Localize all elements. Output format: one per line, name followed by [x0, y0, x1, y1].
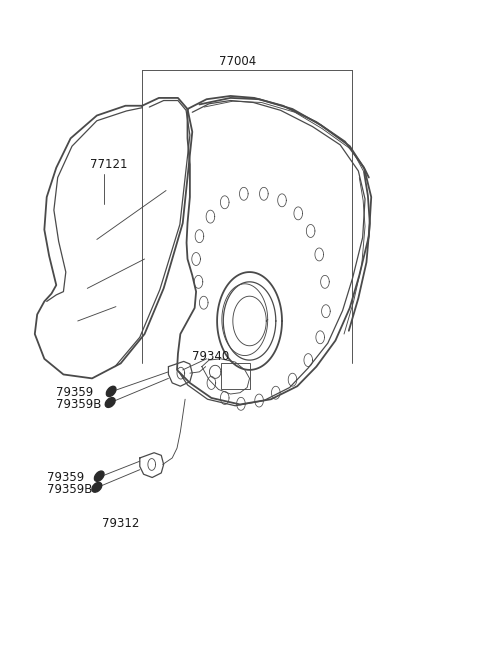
Text: 79359B: 79359B [47, 483, 92, 496]
Ellipse shape [107, 386, 116, 396]
Bar [221, 364, 250, 390]
Text: 77121: 77121 [90, 158, 127, 171]
Text: 79340: 79340 [192, 350, 229, 364]
Ellipse shape [105, 398, 115, 407]
Text: 79359: 79359 [56, 386, 94, 399]
Text: 77004: 77004 [219, 55, 256, 68]
Ellipse shape [92, 482, 102, 492]
Text: 79359B: 79359B [56, 398, 102, 411]
Text: 79359: 79359 [47, 471, 84, 484]
Ellipse shape [95, 471, 104, 481]
Text: 79312: 79312 [102, 517, 139, 530]
